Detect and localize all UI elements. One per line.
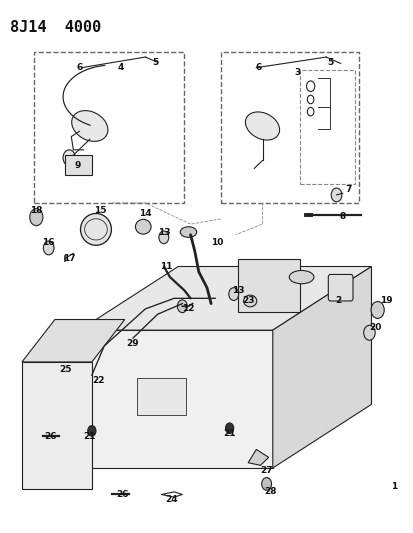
- Polygon shape: [79, 330, 272, 468]
- FancyBboxPatch shape: [137, 378, 186, 415]
- Text: 26: 26: [116, 490, 128, 499]
- Text: 8J14  4000: 8J14 4000: [9, 20, 101, 35]
- Ellipse shape: [135, 219, 151, 234]
- Ellipse shape: [81, 214, 111, 245]
- Text: 29: 29: [126, 339, 139, 348]
- Circle shape: [370, 302, 383, 318]
- FancyBboxPatch shape: [237, 259, 299, 312]
- Circle shape: [43, 241, 54, 255]
- Circle shape: [363, 325, 374, 340]
- Text: 18: 18: [30, 206, 43, 215]
- Text: 22: 22: [92, 376, 104, 385]
- Circle shape: [159, 231, 169, 244]
- Ellipse shape: [289, 270, 313, 284]
- Text: 1: 1: [390, 482, 396, 491]
- Text: 10: 10: [211, 238, 223, 247]
- Text: 11: 11: [159, 262, 172, 271]
- Text: 19: 19: [379, 296, 391, 305]
- Text: 13: 13: [157, 228, 170, 237]
- Text: 27: 27: [260, 466, 272, 475]
- Circle shape: [88, 425, 96, 436]
- Polygon shape: [22, 362, 92, 489]
- Text: 17: 17: [63, 254, 75, 263]
- Polygon shape: [272, 266, 370, 468]
- Text: 26: 26: [44, 432, 57, 441]
- Ellipse shape: [180, 227, 196, 237]
- FancyBboxPatch shape: [65, 155, 92, 175]
- Polygon shape: [22, 319, 124, 362]
- Polygon shape: [247, 449, 268, 465]
- Text: 21: 21: [83, 432, 96, 441]
- Circle shape: [228, 288, 238, 301]
- Text: 24: 24: [165, 495, 178, 504]
- Ellipse shape: [71, 111, 108, 141]
- Text: 12: 12: [182, 304, 194, 313]
- Text: 8: 8: [339, 212, 345, 221]
- Text: 20: 20: [368, 323, 381, 332]
- Text: 28: 28: [264, 487, 276, 496]
- Text: 6: 6: [76, 63, 83, 72]
- Text: 4: 4: [117, 63, 123, 72]
- Ellipse shape: [245, 112, 279, 140]
- Text: 25: 25: [59, 366, 71, 374]
- Text: 13: 13: [231, 286, 244, 295]
- Text: 2: 2: [335, 296, 341, 305]
- Text: 5: 5: [326, 58, 333, 67]
- Circle shape: [30, 209, 43, 225]
- Text: 21: 21: [223, 429, 235, 438]
- Text: 5: 5: [152, 58, 158, 67]
- Circle shape: [177, 300, 187, 313]
- FancyBboxPatch shape: [328, 274, 352, 301]
- Text: 9: 9: [74, 161, 81, 170]
- Text: 15: 15: [94, 206, 106, 215]
- Polygon shape: [79, 266, 370, 330]
- Text: 14: 14: [139, 209, 151, 218]
- Ellipse shape: [243, 295, 256, 307]
- Text: 6: 6: [255, 63, 261, 72]
- Text: 23: 23: [241, 296, 254, 305]
- Text: 3: 3: [294, 68, 300, 77]
- Circle shape: [261, 478, 271, 490]
- Text: 7: 7: [345, 185, 351, 194]
- Circle shape: [330, 188, 341, 202]
- Circle shape: [63, 150, 75, 166]
- Text: 16: 16: [42, 238, 55, 247]
- Circle shape: [225, 423, 233, 433]
